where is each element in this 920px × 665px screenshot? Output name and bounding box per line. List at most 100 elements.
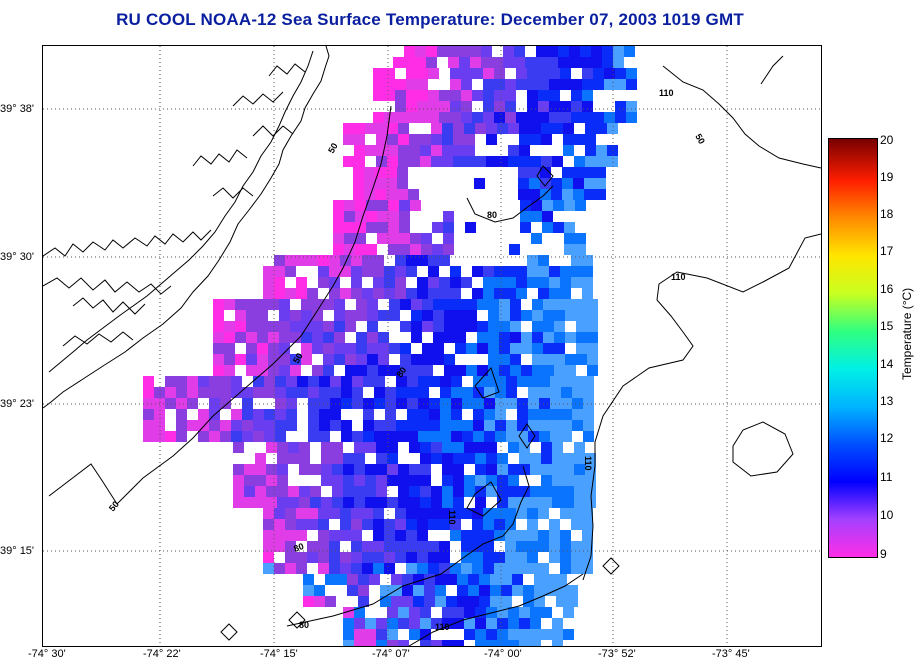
sst-pixel [312, 310, 323, 321]
sst-pixel [459, 57, 470, 68]
sst-pixel [536, 46, 547, 57]
sst-pixel [551, 178, 562, 189]
sst-pixel [516, 266, 527, 277]
sst-pixel [499, 321, 510, 332]
sst-pixel [343, 475, 354, 486]
sst-pixel [444, 354, 455, 365]
lon-label-3: -74° 15' [260, 648, 298, 660]
sst-pixel [398, 123, 409, 134]
sst-pixel [365, 486, 376, 497]
sst-pixel [220, 376, 231, 387]
sst-pixel [571, 552, 582, 563]
sst-pixel [363, 376, 374, 387]
sst-pixel [329, 552, 340, 563]
sst-pixel [551, 189, 562, 200]
sst-pixel [532, 321, 543, 332]
sst-pixel [516, 277, 527, 288]
sst-pixel [373, 288, 384, 299]
sst-pixel [332, 453, 343, 464]
sst-pixel [475, 618, 486, 629]
sst-pixel [541, 475, 552, 486]
sst-pixel [409, 134, 420, 145]
sst-pixel [538, 530, 549, 541]
sst-pixel [530, 486, 541, 497]
sst-pixel [263, 266, 274, 277]
sst-pixel [585, 156, 596, 167]
sst-pixel [279, 365, 290, 376]
sst-pixel [508, 156, 519, 167]
sst-pixel [607, 156, 618, 167]
sst-pixel [198, 431, 209, 442]
sst-pixel [528, 398, 539, 409]
sst-pixel [564, 222, 575, 233]
sst-pixel [429, 409, 440, 420]
sst-pixel [521, 365, 532, 376]
sst-pixel [288, 453, 299, 464]
sst-pixel [285, 266, 296, 277]
sst-pixel [387, 618, 398, 629]
sst-pixel [549, 79, 560, 90]
colorbar-tick: 9 [880, 547, 887, 561]
sst-pixel [420, 618, 431, 629]
sst-pixel [321, 464, 332, 475]
sst-pixel [420, 497, 431, 508]
sst-pixel [428, 563, 439, 574]
sst-pixel [613, 57, 624, 68]
sst-pixel [395, 277, 406, 288]
sst-pixel [380, 596, 391, 607]
sst-pixel [506, 420, 517, 431]
sst-pixel [613, 46, 624, 57]
sst-pixel [549, 288, 560, 299]
sst-pixel [607, 123, 618, 134]
sst-pixel [520, 222, 531, 233]
sst-pixel [541, 134, 552, 145]
sst-pixel [422, 299, 433, 310]
sst-pixel [318, 266, 329, 277]
sst-pixel [233, 486, 244, 497]
sst-pixel [356, 343, 367, 354]
sst-pixel [213, 343, 224, 354]
contour-label: 50 [291, 351, 305, 365]
sst-pixel [277, 453, 288, 464]
sst-pixel [340, 266, 351, 277]
sst-pixel [263, 288, 274, 299]
sst-pixel [514, 57, 525, 68]
sst-pixel [334, 321, 345, 332]
sst-pixel [373, 541, 384, 552]
sst-pixel [253, 431, 264, 442]
sst-pixel [576, 299, 587, 310]
sst-pixel [520, 211, 531, 222]
sst-pixel [495, 398, 506, 409]
sst-pixel [552, 442, 563, 453]
sst-pixel [343, 134, 354, 145]
colorbar-tick: 12 [880, 431, 894, 445]
sst-pixel [365, 145, 376, 156]
sst-pixel [587, 299, 598, 310]
sst-pixel [355, 211, 366, 222]
sst-pixel [407, 387, 418, 398]
sst-pixel [377, 211, 388, 222]
sst-pixel [560, 563, 571, 574]
sst-pixel [550, 387, 561, 398]
sst-pixel [527, 552, 538, 563]
sst-pixel [497, 156, 508, 167]
sst-pixel [582, 508, 593, 519]
sst-pixel [443, 211, 454, 222]
sst-pixel [334, 332, 345, 343]
sst-pixel [516, 552, 527, 563]
sst-pixel [274, 508, 285, 519]
sst-pixel [473, 398, 484, 409]
sst-pixel [505, 79, 516, 90]
sst-pixel [506, 387, 517, 398]
sst-pixel [538, 266, 549, 277]
sst-pixel [351, 552, 362, 563]
sst-pixel [406, 519, 417, 530]
sst-pixel [366, 200, 377, 211]
sst-pixel [552, 453, 563, 464]
sst-pixel [411, 332, 422, 343]
sst-pixel [264, 431, 275, 442]
sst-pixel [446, 574, 457, 585]
sst-pixel [224, 365, 235, 376]
sst-pixel [356, 310, 367, 321]
sst-pixel [440, 409, 451, 420]
